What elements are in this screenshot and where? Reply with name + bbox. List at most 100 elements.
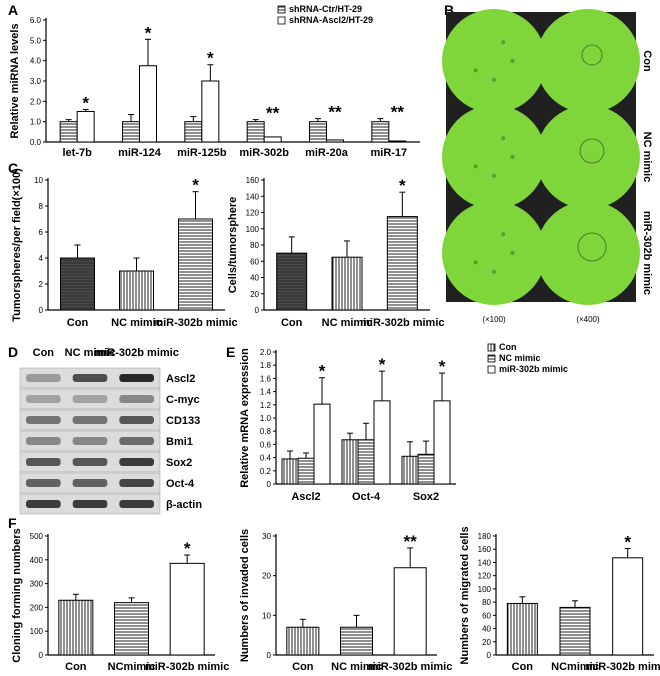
panel-letter-f: F bbox=[8, 515, 17, 531]
blot-protein-label: β-actin bbox=[166, 499, 202, 511]
x-tick-label: miR-302b mimic bbox=[368, 661, 452, 673]
legend-swatch bbox=[487, 343, 496, 352]
significance-mark: ** bbox=[266, 104, 280, 123]
y-axis-label: Numbers of invaded cells bbox=[239, 529, 251, 662]
bar bbox=[139, 65, 157, 143]
bar bbox=[506, 602, 538, 656]
significance-mark: ** bbox=[404, 532, 418, 551]
bar bbox=[341, 439, 359, 485]
significance-mark: * bbox=[192, 176, 199, 195]
blot-band bbox=[26, 416, 61, 424]
bar bbox=[60, 257, 95, 311]
significance-mark: * bbox=[184, 539, 191, 558]
y-tick-label: 180 bbox=[478, 532, 492, 541]
blot-protein-label: C-myc bbox=[166, 394, 200, 406]
significance-mark: * bbox=[379, 355, 386, 374]
y-tick-label: 0 bbox=[255, 306, 260, 315]
cell-dot bbox=[510, 251, 515, 255]
tumorsphere bbox=[581, 44, 603, 66]
bar bbox=[114, 602, 149, 656]
x-tick-label: Sox2 bbox=[413, 491, 439, 503]
chart-panel-f-invaded: 0 10 20 30 Numbers of invaded cells Con NC mim… bbox=[239, 529, 452, 673]
cell-dot bbox=[492, 173, 496, 178]
blot-band bbox=[26, 500, 61, 508]
bar bbox=[340, 626, 373, 656]
blot-lane-label: miR-302b mimic bbox=[94, 347, 178, 359]
y-tick-label: 30 bbox=[262, 532, 271, 541]
blot-band bbox=[26, 458, 61, 466]
y-tick-label: 10 bbox=[262, 611, 271, 620]
blot-band bbox=[72, 374, 108, 382]
bar bbox=[401, 455, 419, 485]
y-axis-label: Numbers of migrated cells bbox=[459, 526, 471, 664]
cell-dot bbox=[492, 269, 496, 274]
bar bbox=[58, 599, 94, 656]
y-axis-label: Tumorspheres/per field(×100) bbox=[11, 168, 23, 322]
legend-swatch bbox=[277, 16, 286, 25]
bar bbox=[371, 121, 390, 143]
blot-band bbox=[119, 395, 154, 403]
y-tick-label: 6.0 bbox=[30, 16, 42, 25]
bar bbox=[184, 121, 203, 143]
chart-panel-f-cloning: 0 100 200 300 400 500 Cloning forming numbers C… bbox=[11, 528, 229, 673]
x-tick-label: miR-125b bbox=[177, 147, 227, 159]
blot-protein-label: Bmi1 bbox=[166, 436, 193, 448]
x-tick-label: Con bbox=[65, 661, 87, 673]
y-tick-label: 120 bbox=[246, 209, 260, 218]
bar bbox=[201, 80, 220, 143]
bar bbox=[246, 121, 265, 143]
y-tick-label: 0.8 bbox=[260, 427, 272, 436]
y-tick-label: 160 bbox=[246, 176, 260, 185]
y-axis-label: Relative miRNA levels bbox=[9, 23, 21, 138]
y-tick-label: 0.4 bbox=[260, 454, 272, 463]
y-tick-label: 4 bbox=[39, 254, 44, 263]
y-tick-label: 60 bbox=[250, 257, 259, 266]
y-tick-label: 200 bbox=[30, 603, 44, 612]
chart-panel-a: 0.0 1.0 2.0 3.0 4.0 5.0 6.0 Relative miRNA leve… bbox=[9, 4, 420, 159]
x-tick-label: Ascl2 bbox=[291, 491, 320, 503]
y-tick-label: 120 bbox=[478, 572, 492, 581]
legend-label: miR-302b mimic bbox=[499, 364, 568, 374]
bar bbox=[169, 562, 205, 656]
blot-band bbox=[26, 437, 61, 445]
y-axis-label: Cells/tumorsphere bbox=[227, 197, 239, 294]
bar bbox=[433, 400, 451, 485]
blot-protein-label: Oct-4 bbox=[166, 478, 195, 490]
x-tick-label: NC mimic bbox=[322, 317, 373, 329]
legend-label: Con bbox=[499, 342, 517, 352]
y-tick-label: 40 bbox=[482, 625, 491, 634]
bar bbox=[263, 136, 282, 143]
blot-band bbox=[72, 395, 108, 403]
blot-band bbox=[119, 479, 154, 487]
y-tick-label: 140 bbox=[478, 558, 492, 567]
significance-mark: * bbox=[624, 533, 631, 552]
cell-dot bbox=[473, 68, 478, 73]
y-tick-label: 40 bbox=[250, 274, 259, 283]
y-tick-label: 0 bbox=[267, 480, 272, 489]
x-tick-label: Con bbox=[67, 317, 89, 329]
y-tick-label: 160 bbox=[478, 545, 492, 554]
x-tick-label: Con bbox=[292, 661, 314, 673]
y-tick-label: 80 bbox=[250, 241, 259, 250]
y-tick-label: 5.0 bbox=[30, 36, 42, 45]
y-tick-label: 0 bbox=[39, 306, 44, 315]
cell-dot bbox=[492, 77, 496, 82]
y-tick-label: 1.0 bbox=[260, 414, 272, 423]
y-tick-label: 1.4 bbox=[260, 388, 272, 397]
x-tick-label: miR-20a bbox=[305, 147, 349, 159]
y-tick-label: 400 bbox=[30, 556, 44, 565]
y-tick-label: 140 bbox=[246, 192, 260, 201]
y-tick-label: 0 bbox=[39, 651, 44, 660]
panel-letter-c: C bbox=[8, 160, 19, 176]
bar bbox=[286, 626, 320, 656]
x-tick-label: miR-302b mimic bbox=[153, 317, 237, 329]
y-tick-label: 0.2 bbox=[260, 467, 272, 476]
legend-label: shRNA-Ctr/HT-29 bbox=[289, 4, 362, 14]
cell-dot bbox=[510, 59, 515, 63]
legend-swatch bbox=[277, 5, 286, 14]
cell-dot bbox=[510, 155, 515, 159]
y-tick-label: 100 bbox=[478, 585, 492, 594]
bar bbox=[276, 252, 308, 311]
microscopy-row-label: NC mimic bbox=[641, 132, 653, 183]
y-tick-label: 0 bbox=[267, 651, 272, 660]
